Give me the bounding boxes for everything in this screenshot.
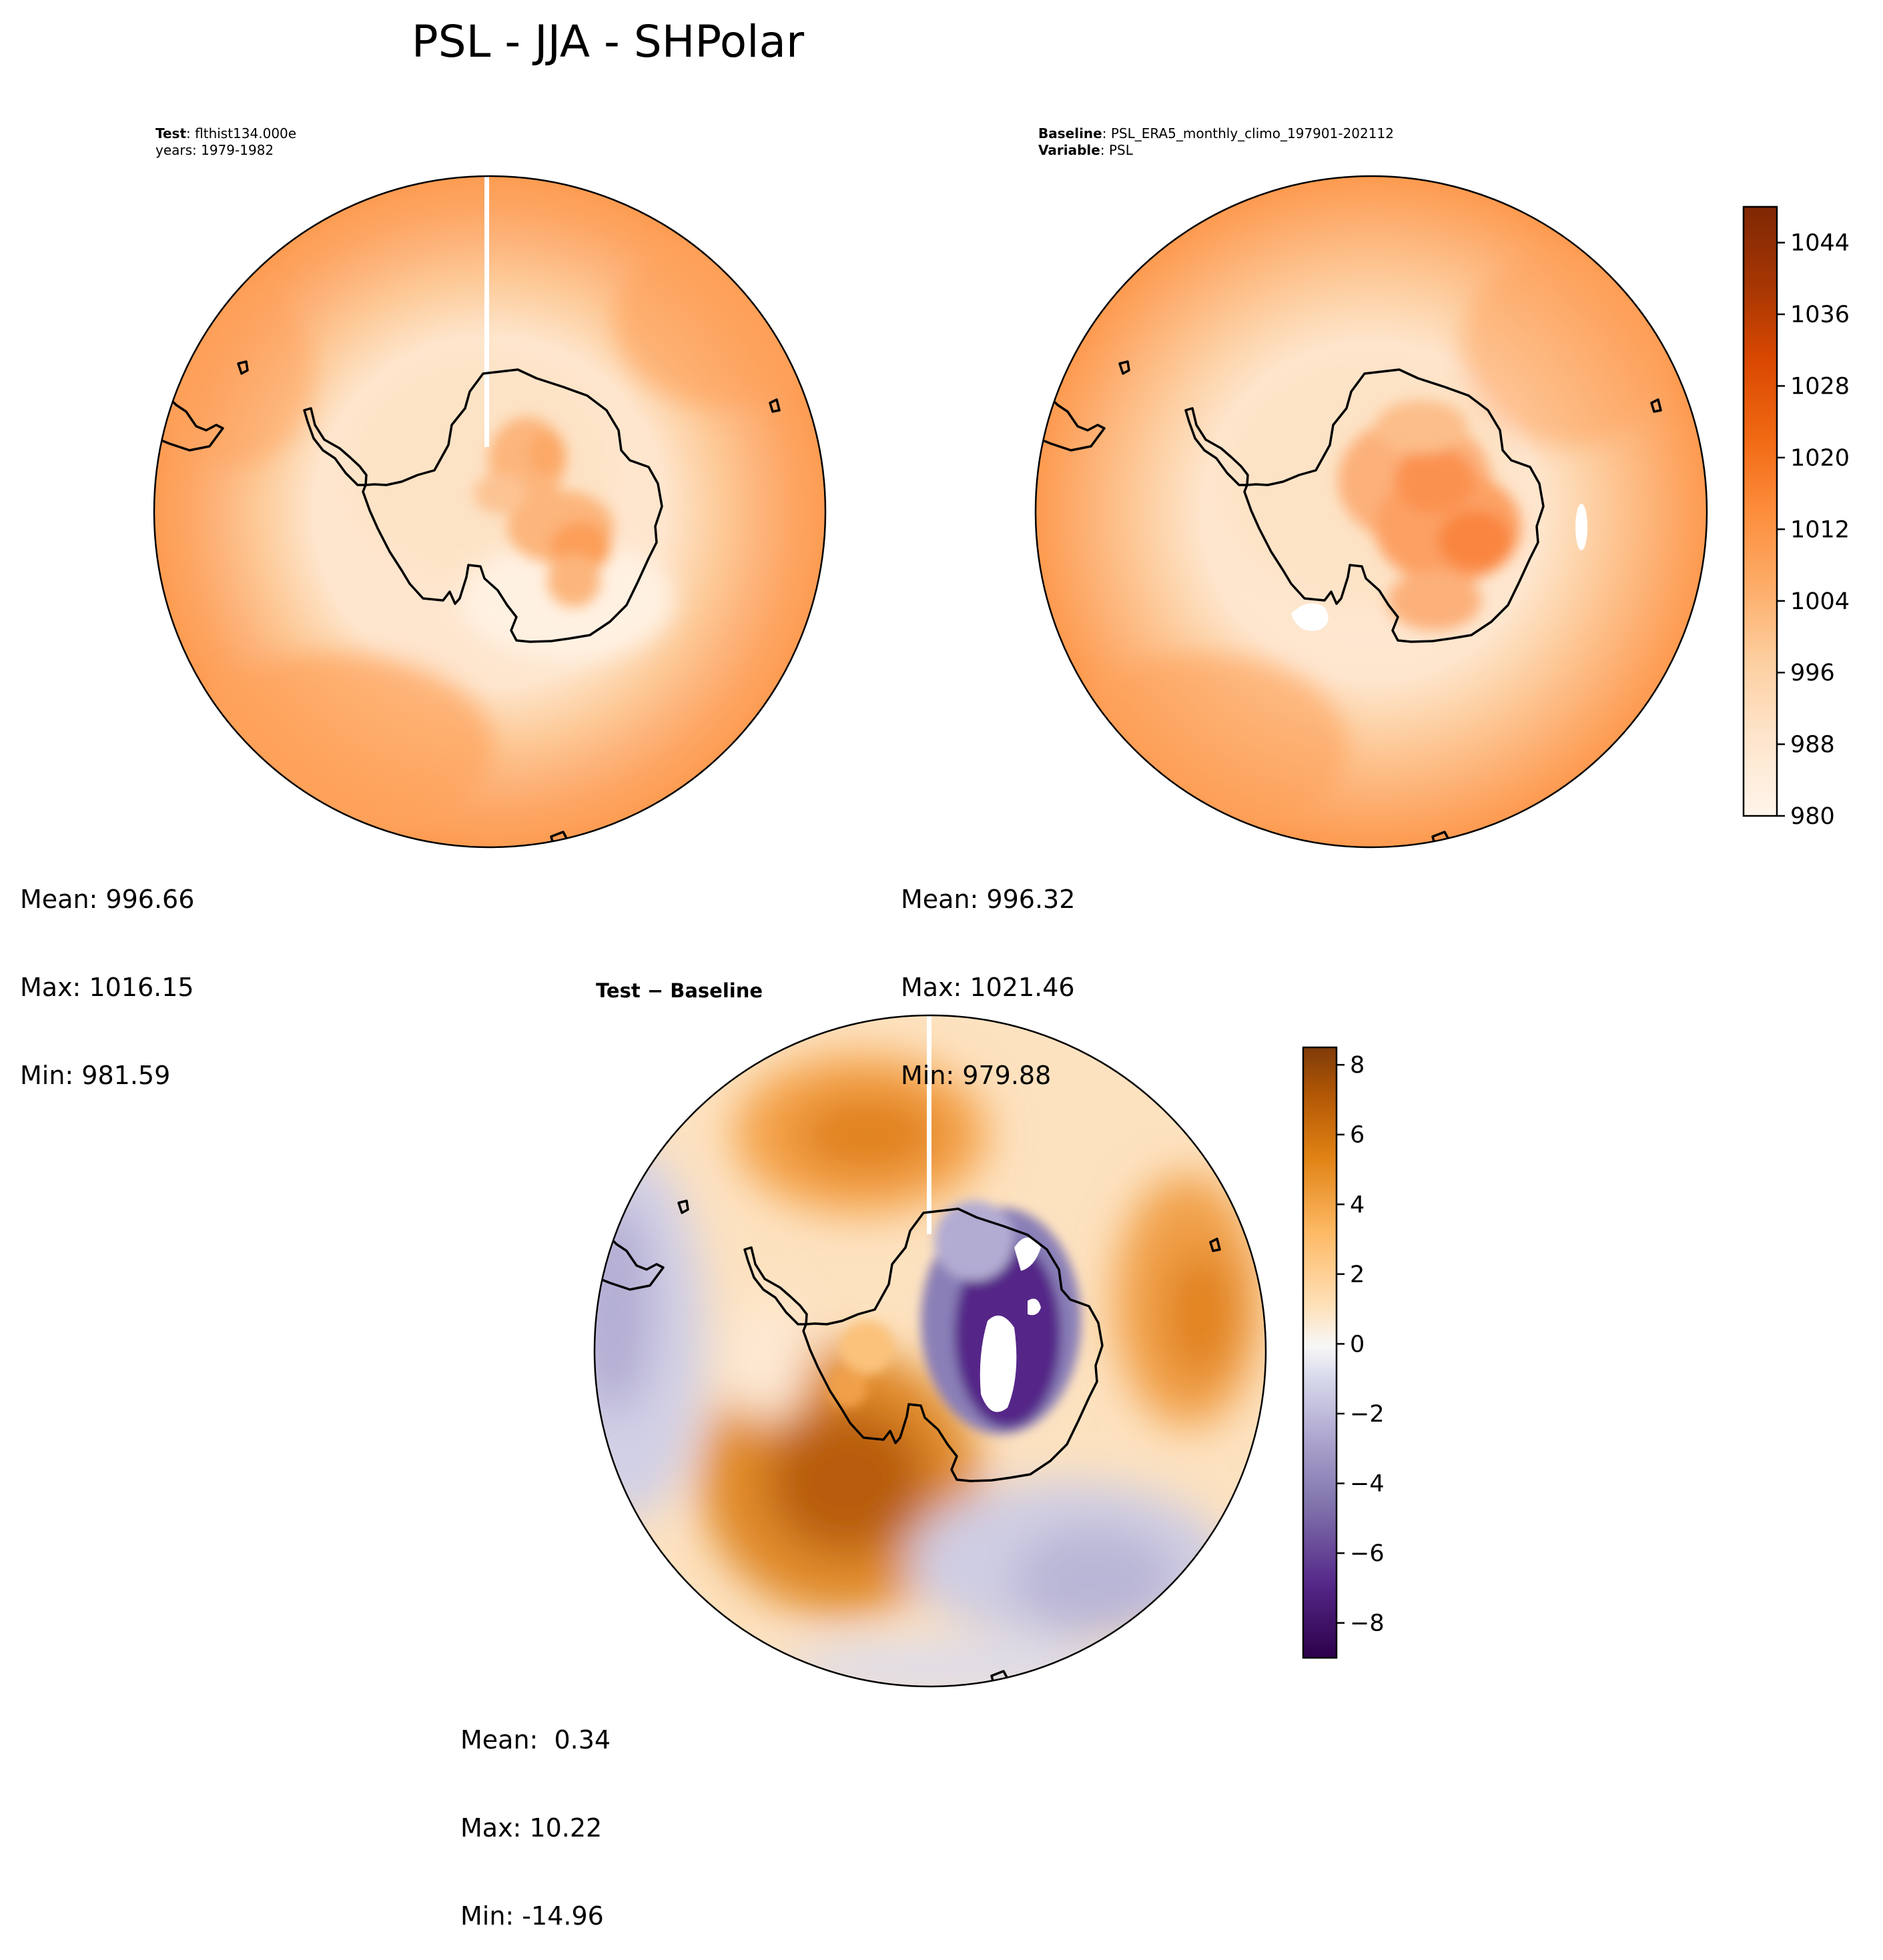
baseline-stats: Mean: 996.32 Max: 1021.46 Min: 979.88 xyxy=(901,826,1075,1119)
diff-map xyxy=(593,1014,1267,1688)
abs-colorbar-tick-label: 1004 xyxy=(1790,588,1850,615)
test-label-key: Test xyxy=(155,125,187,141)
diff-colorbar-tick-label: 0 xyxy=(1350,1331,1365,1358)
diff-colorbar-tick-label: −4 xyxy=(1350,1471,1385,1498)
abs-colorbar-tick-label: 988 xyxy=(1790,732,1835,759)
baseline-min: Min: 979.88 xyxy=(901,1061,1052,1090)
abs-colorbar-tick-label: 1036 xyxy=(1790,302,1850,328)
baseline-mean: Mean: 996.32 xyxy=(901,885,1076,914)
baseline-map xyxy=(1034,175,1708,849)
colorbar-difference: −8 −6 −4 −2 0 2 4 6 8 xyxy=(1302,1046,1385,1659)
diff-colorbar-tick-label: 4 xyxy=(1350,1191,1365,1218)
diff-stats: Mean: 0.34 Max: 10.22 Min: -14.96 xyxy=(460,1666,611,1960)
baseline-label: Baseline: PSL_ERA5_monthly_climo_197901-… xyxy=(1038,125,1394,158)
diff-max: Max: 10.22 xyxy=(460,1813,603,1843)
baseline-label-key: Baseline xyxy=(1038,125,1102,141)
diff-colorbar-tick-label: 8 xyxy=(1350,1052,1365,1079)
diff-colorbar-tick-label: −2 xyxy=(1350,1401,1385,1428)
colorbar-absolute: 980 988 996 1004 1012 1020 1028 1036 1044 xyxy=(1742,205,1850,830)
test-min: Min: 981.59 xyxy=(20,1061,171,1090)
diff-colorbar-tick-label: 6 xyxy=(1350,1122,1365,1149)
diff-mean: Mean: 0.34 xyxy=(460,1725,611,1755)
test-map xyxy=(153,175,827,849)
abs-colorbar-tick-label: 1028 xyxy=(1790,374,1850,400)
variable-label-value: PSL xyxy=(1108,142,1133,158)
diff-colorbar-tick-label: −8 xyxy=(1350,1610,1385,1637)
test-label: Test: flthist134.000e years: 1979-1982 xyxy=(155,125,297,158)
figure-title: PSL - JJA - SHPolar xyxy=(411,16,805,67)
diff-colorbar-tick-label: −6 xyxy=(1350,1540,1385,1567)
test-max: Max: 1016.15 xyxy=(20,973,194,1002)
test-stats: Mean: 996.66 Max: 1016.15 Min: 981.59 xyxy=(20,826,194,1119)
baseline-label-value: PSL_ERA5_monthly_climo_197901-202112 xyxy=(1110,125,1394,141)
baseline-max: Max: 1021.46 xyxy=(901,973,1075,1002)
abs-colorbar-tick-label: 1020 xyxy=(1790,445,1850,472)
test-years: years: 1979-1982 xyxy=(155,142,274,158)
test-mean: Mean: 996.66 xyxy=(20,885,195,914)
figure-canvas: 980 988 996 1004 1012 1020 1028 1036 1044 −8 −6 −4… xyxy=(153,175,1850,1688)
diff-min: Min: -14.96 xyxy=(460,1901,604,1931)
abs-colorbar-tick-label: 996 xyxy=(1790,660,1835,686)
abs-colorbar-tick-label: 1012 xyxy=(1790,516,1850,543)
abs-colorbar-tick-label: 1044 xyxy=(1790,230,1850,257)
test-label-value: flthist134.000e xyxy=(195,125,297,141)
diff-colorbar-tick-label: 2 xyxy=(1350,1262,1365,1288)
diff-label: Test − Baseline xyxy=(596,979,763,1002)
abs-colorbar-tick-label: 980 xyxy=(1790,803,1835,830)
variable-label-key: Variable xyxy=(1038,142,1100,158)
